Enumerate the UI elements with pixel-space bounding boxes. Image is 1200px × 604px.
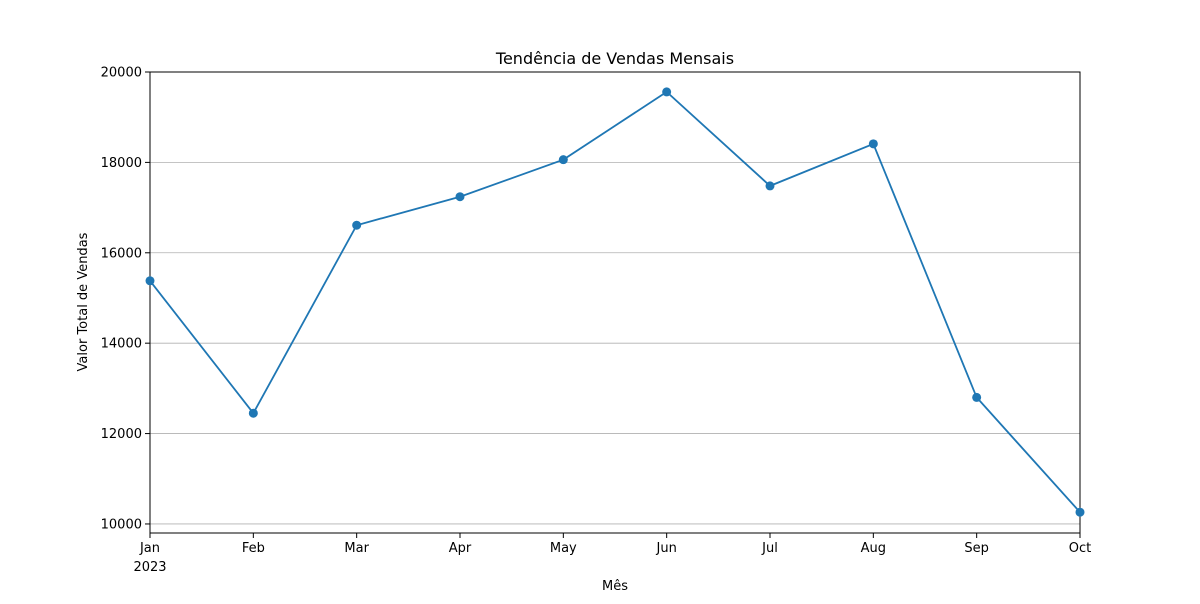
y-tick-label: 20000: [101, 66, 142, 81]
data-point: [868, 139, 878, 149]
series-layer: [145, 87, 1085, 517]
x-tick-label: Jul: [761, 541, 778, 556]
x-axis-label: Mês: [602, 579, 628, 594]
x-axis-ticks: Jan Feb Mar Apr May Jun Jul Aug Sep Oct: [139, 533, 1091, 556]
data-point: [662, 87, 672, 97]
x-tick-label: Jun: [656, 541, 677, 556]
plot-area-frame: [149, 71, 1081, 534]
series-line: [149, 90, 1081, 513]
y-tick-label: 16000: [101, 246, 142, 261]
y-tick-label: 12000: [101, 427, 142, 442]
y-axis-label: Valor Total de Vendas: [76, 232, 91, 371]
y-tick-label: 14000: [101, 337, 142, 352]
x-tick-label: Sep: [964, 541, 989, 556]
x-tick-year-label: 2023: [133, 560, 166, 575]
x-tick-label: Apr: [449, 541, 472, 556]
x-tick-label: Jan: [139, 541, 160, 556]
data-point: [972, 392, 982, 402]
y-tick-label: 18000: [101, 156, 142, 171]
x-tick-label: Oct: [1069, 541, 1091, 556]
y-tick-label: 10000: [101, 517, 142, 532]
data-point: [765, 181, 775, 191]
data-point: [352, 220, 362, 230]
data-point: [145, 276, 155, 286]
chart-title: Tendência de Vendas Mensais: [495, 49, 734, 68]
grid-layer: [150, 71, 1080, 525]
x-tick-label: Aug: [861, 541, 886, 556]
data-point: [455, 192, 465, 202]
data-point: [248, 408, 258, 418]
data-point: [1075, 507, 1085, 517]
x-tick-label: Feb: [242, 541, 265, 556]
x-tick-label: May: [550, 541, 577, 556]
y-axis-ticks: 10000 12000 14000 16000 18000 20000: [101, 66, 150, 532]
x-tick-label: Mar: [344, 541, 369, 556]
data-point: [558, 155, 568, 165]
